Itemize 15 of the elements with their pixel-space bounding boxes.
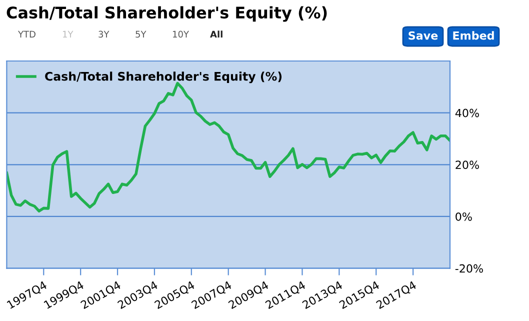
text: Embed	[453, 31, 494, 40]
text: YTD	[18, 30, 36, 38]
text: 1Y	[62, 30, 74, 38]
text: 10Y	[172, 30, 190, 38]
text: All	[210, 30, 222, 38]
y-tick-label: 0%	[456, 212, 472, 221]
y-tick-label: 20%	[456, 160, 479, 170]
text: 5Y	[136, 30, 146, 38]
y-tick-label: 40%	[455, 108, 479, 118]
chart-title: Cash/Total Shareholder's Equity (%)	[6, 6, 327, 22]
text: 3Y	[98, 30, 110, 38]
y-tick-label: -20%	[455, 264, 483, 273]
legend-label: Cash/Total Shareholder's Equity (%)	[45, 72, 282, 84]
line-series	[6, 82, 450, 212]
text: Save	[408, 31, 438, 40]
